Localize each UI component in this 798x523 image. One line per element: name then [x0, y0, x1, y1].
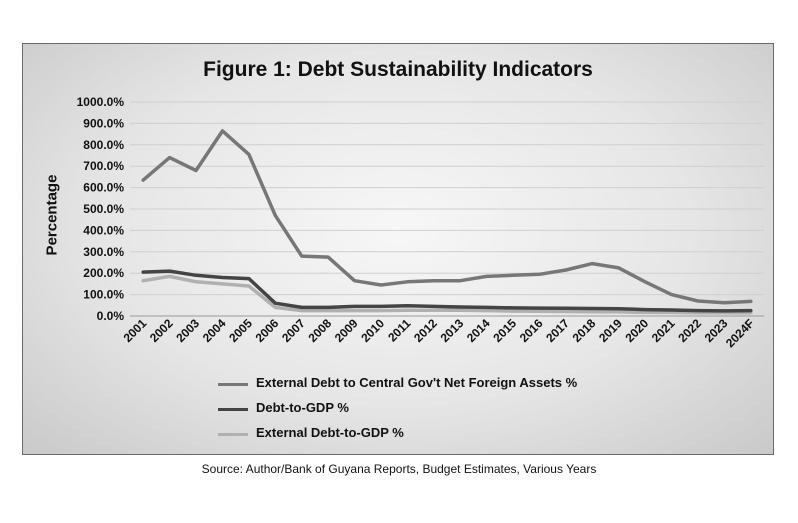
x-tick-label: 2021 [649, 316, 678, 345]
y-tick-label: 700.0% [83, 159, 124, 173]
y-tick-label: 800.0% [83, 138, 124, 152]
series-line-2 [141, 269, 753, 313]
legend-swatch [218, 383, 248, 386]
x-tick-label: 2014 [464, 316, 493, 345]
x-tick-label: 2015 [490, 316, 519, 345]
x-tick-label: 2002 [147, 316, 176, 345]
x-tick-label: 2013 [438, 316, 467, 345]
figure-frame [22, 43, 774, 455]
legend-label: Debt-to-GDP % [256, 400, 349, 415]
x-tick-label: 2024F [723, 316, 757, 350]
x-tick-label: 2007 [279, 316, 308, 345]
x-tick-label: 2019 [596, 316, 625, 345]
y-tick-label: 0.0% [97, 309, 125, 323]
y-tick-label: 500.0% [83, 202, 124, 216]
y-tick-label: 100.0% [83, 288, 124, 302]
x-tick-label: 2017 [543, 316, 572, 345]
x-tick-label: 2010 [358, 316, 387, 345]
x-tick-label: 2004 [200, 316, 229, 345]
source-note: Source: Author/Bank of Guyana Reports, B… [201, 462, 597, 476]
y-tick-label: 400.0% [83, 223, 124, 237]
y-tick-label: 600.0% [83, 181, 124, 195]
x-tick-label: 2009 [332, 316, 361, 345]
x-tick-label: 2016 [517, 316, 546, 345]
y-tick-label: 200.0% [83, 266, 124, 280]
x-tick-label: 2005 [226, 316, 255, 345]
series-lines [141, 129, 753, 315]
x-tick-label: 2011 [385, 316, 414, 345]
series-line-3 [141, 274, 753, 315]
x-tick-label: 2003 [173, 316, 202, 345]
legend-label: External Debt-to-GDP % [256, 425, 404, 440]
legend-swatch [218, 408, 248, 411]
x-tick-label: 2012 [411, 316, 440, 345]
x-tick-label: 2018 [570, 316, 599, 345]
x-tick-label: 2022 [675, 316, 704, 345]
y-tick-label: 300.0% [83, 245, 124, 259]
x-tick-label: 2020 [622, 316, 651, 345]
series-line-1 [141, 129, 753, 305]
x-tick-labels: 2001200220032004200520062007200820092010… [121, 316, 757, 350]
legend-swatch [218, 433, 248, 436]
x-tick-label: 2001 [121, 316, 150, 345]
y-tick-labels: 0.0% 100.0% 200.0% 300.0% 400.0% 500.0% 600.0%… [77, 95, 125, 323]
y-axis-label: Percentage [43, 174, 61, 256]
x-tick-label: 2008 [305, 316, 334, 345]
y-tick-label: 900.0% [83, 116, 124, 130]
y-tick-label: 1000.0% [77, 95, 125, 109]
x-tick-label: 2006 [253, 316, 282, 345]
chart-title: Figure 1: Debt Sustainability Indicators [203, 58, 593, 81]
legend-label: External Debt to Central Gov't Net Forei… [256, 375, 578, 390]
